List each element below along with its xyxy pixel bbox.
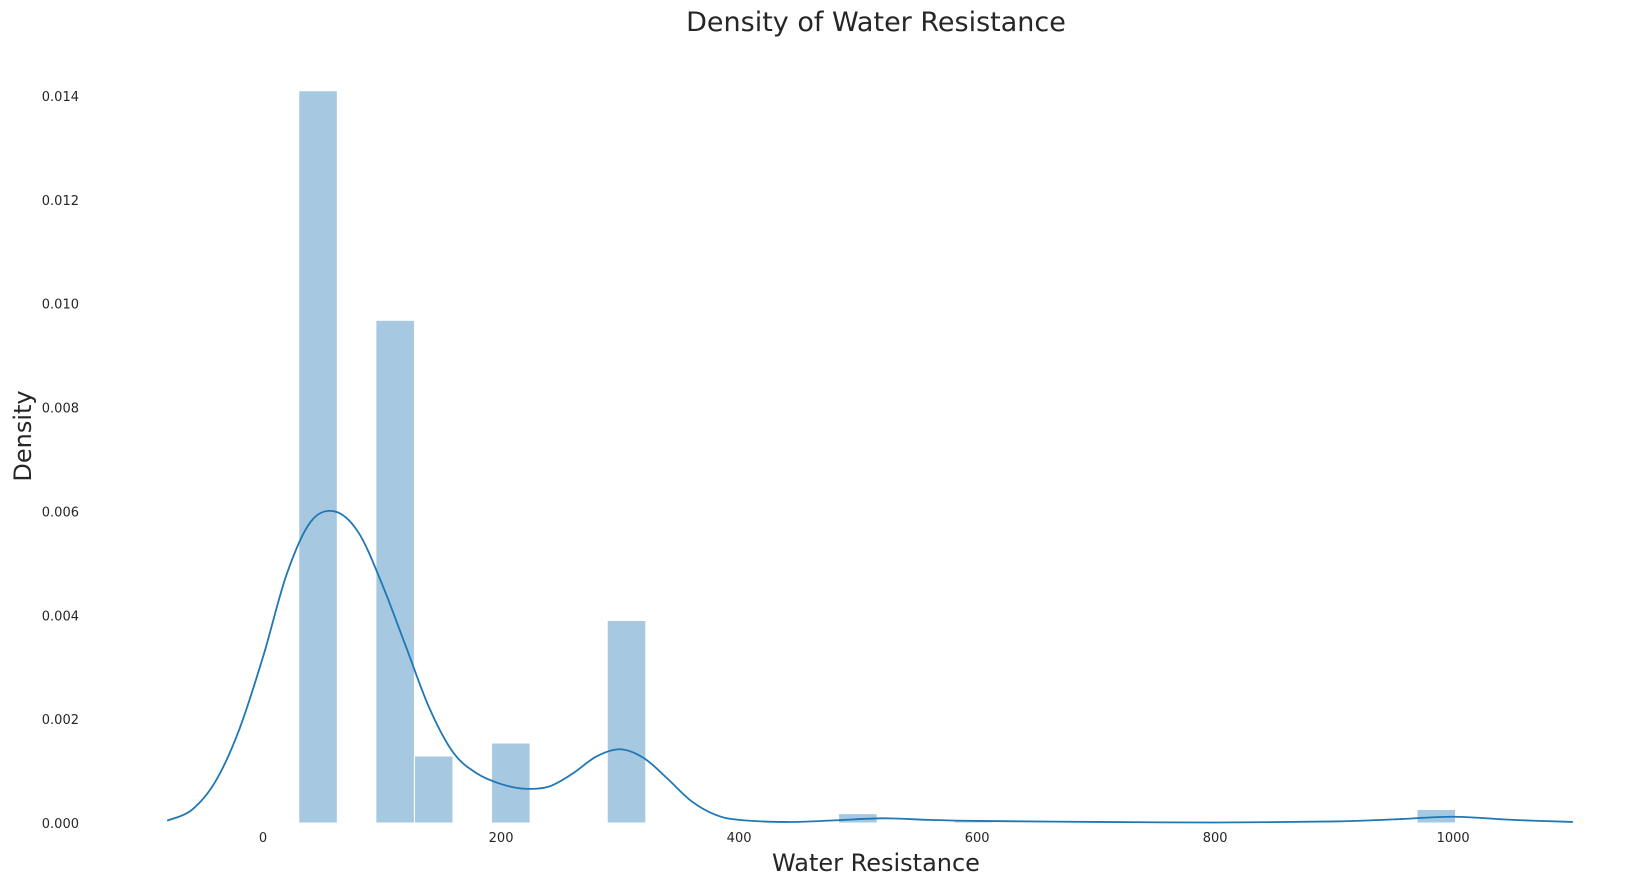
y-tick-label: 0.008 (42, 402, 79, 417)
y-tick-label: 0.006 (42, 505, 79, 520)
x-axis-label: Water Resistance (772, 849, 980, 873)
y-axis-ticks: 0.000 0.002 0.004 0.006 0.008 0.010 0.012 0.014 (42, 90, 79, 832)
x-tick-label: 400 (727, 831, 752, 846)
histogram-bar (298, 90, 338, 824)
x-axis-ticks: 0 200 400 600 800 1000 (259, 831, 1470, 846)
histogram-bar (606, 619, 647, 824)
y-tick-label: 0.004 (42, 609, 79, 624)
x-tick-label: 600 (965, 831, 990, 846)
histogram-bar (375, 319, 415, 824)
x-tick-label: 1000 (1437, 831, 1470, 846)
histogram-bars (298, 90, 1457, 824)
y-tick-label: 0.002 (42, 713, 79, 728)
y-tick-label: 0.014 (42, 90, 79, 105)
y-tick-label: 0.012 (42, 194, 79, 209)
y-tick-label: 0.010 (42, 298, 79, 313)
x-tick-label: 0 (259, 831, 267, 846)
x-tick-label: 800 (1203, 831, 1228, 846)
y-axis-label: Density (9, 390, 37, 481)
x-tick-label: 200 (489, 831, 514, 846)
histogram-bar (413, 755, 454, 824)
chart-title: Density of Water Resistance (686, 7, 1066, 38)
kde-line (166, 509, 1574, 824)
y-tick-label: 0.000 (42, 817, 79, 832)
